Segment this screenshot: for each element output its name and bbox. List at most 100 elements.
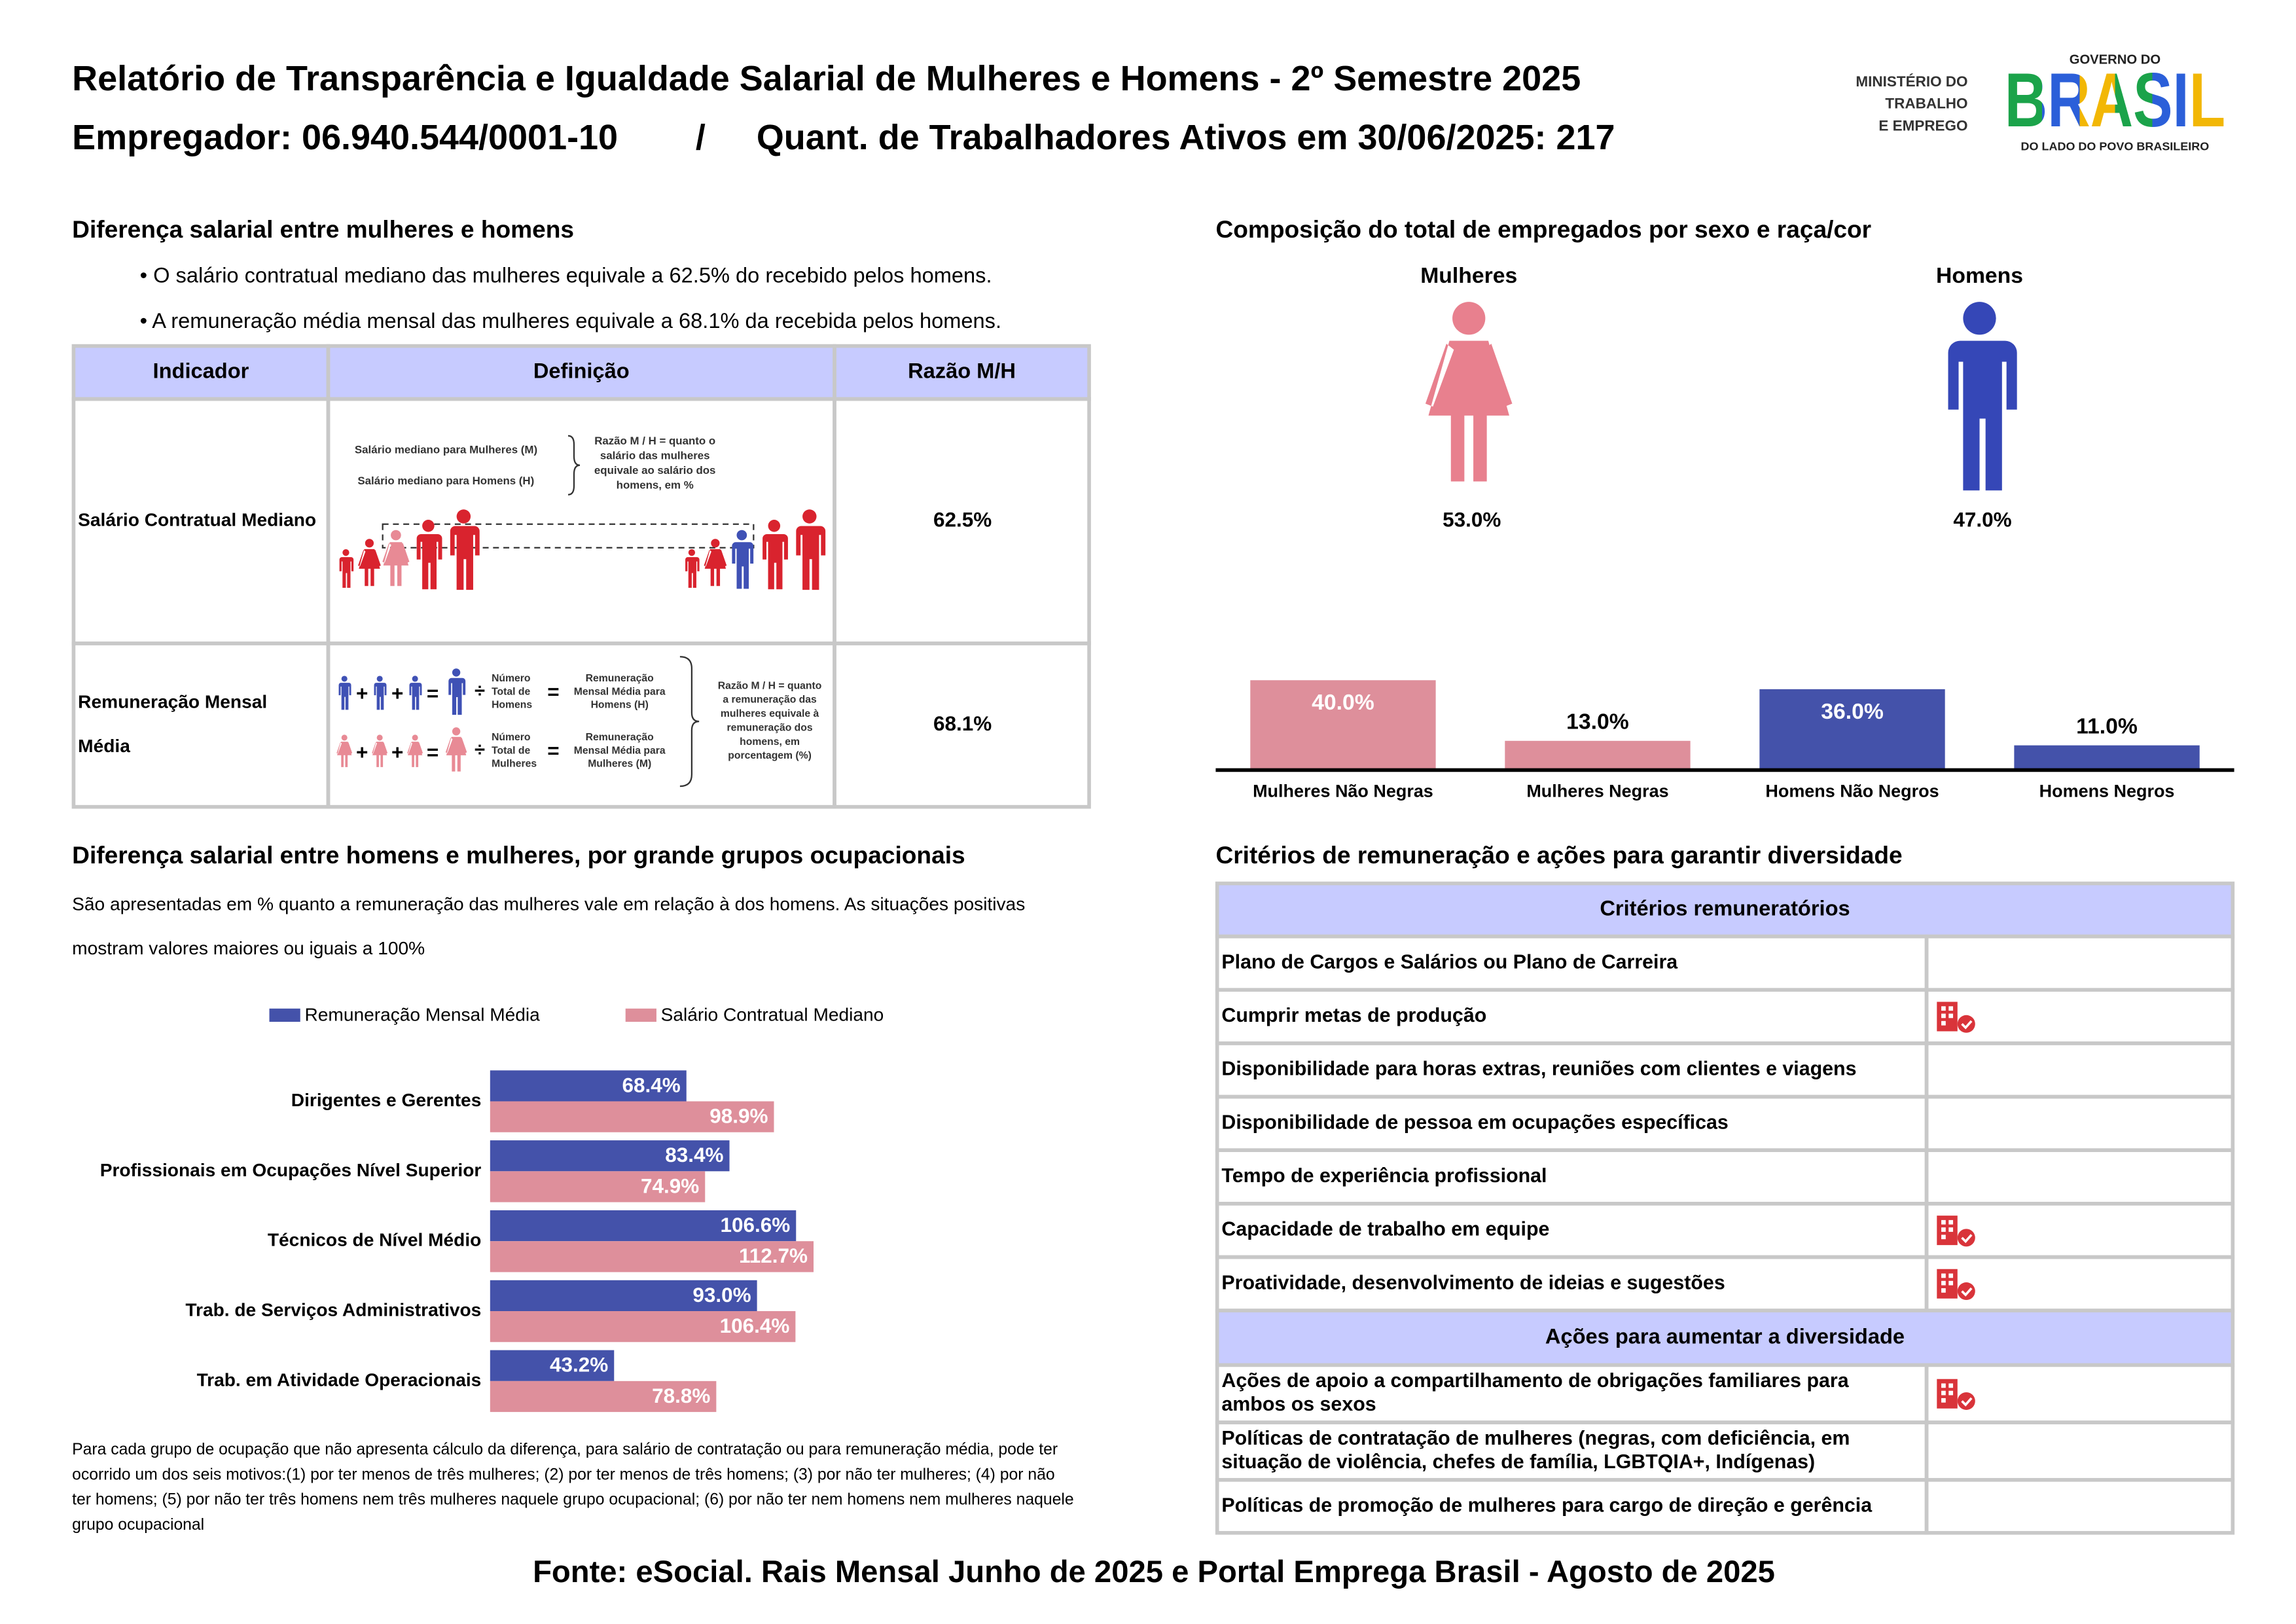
icon-window <box>1948 1383 1954 1388</box>
icon-window <box>1941 1235 1946 1240</box>
dashed-box <box>382 523 755 549</box>
gov-logo-top: GOVERNO DO <box>2070 53 2161 67</box>
table-header <box>1215 1308 2235 1367</box>
diagram-text: equivale ao salário dos <box>594 464 716 477</box>
ratio-value: 62.5% <box>933 509 992 532</box>
diagram-text: Mensal Média para <box>574 745 666 756</box>
bar <box>490 1140 730 1172</box>
criterion-label: Cumprir metas de produção <box>1221 1005 1486 1026</box>
diagram-text: Número <box>492 732 530 743</box>
check-icon <box>1957 1229 1975 1247</box>
legend-swatch <box>269 1008 300 1022</box>
person-icon <box>409 676 422 710</box>
bar <box>1759 689 1945 770</box>
icon-window <box>1948 1013 1954 1019</box>
indicator-label: Remuneração Mensal <box>78 691 267 712</box>
bar <box>1505 740 1691 770</box>
diagram-text: Total de <box>492 745 530 756</box>
icon-window <box>1941 1013 1946 1019</box>
diagram-text: Mulheres (M) <box>588 759 651 770</box>
criterion-label: Ações de apoio a compartilhamento de obr… <box>1221 1370 1849 1392</box>
check-icon <box>1937 1269 1958 1299</box>
ratio-value: 68.1% <box>933 712 992 735</box>
criterion-label: Disponibilidade de pessoa em ocupações e… <box>1221 1111 1728 1133</box>
operator: ÷ <box>475 681 485 702</box>
person-icon <box>416 520 442 590</box>
table-cell <box>1924 1363 2235 1424</box>
diagram-text: Total de <box>492 686 530 697</box>
table-cell <box>1924 1477 2235 1535</box>
icon-window <box>1948 1390 1954 1396</box>
diagram-text: Número <box>492 673 530 684</box>
check-icon <box>1957 1282 1975 1301</box>
person-icon <box>372 734 388 767</box>
report-title: Relatório de Transparência e Igualdade S… <box>72 59 1581 98</box>
operator: = <box>547 681 559 704</box>
table-cell <box>71 641 331 809</box>
table-cell <box>1924 1094 2235 1152</box>
criterion-label: Plano de Cargos e Salários ou Plano de C… <box>1221 951 1678 973</box>
x-tick-label: Mulheres Não Negras <box>1253 781 1433 801</box>
indicator-label: Média <box>78 736 130 756</box>
diagram-text: a remuneração das <box>723 695 817 706</box>
bullet: • O salário contratual mediano das mulhe… <box>140 262 992 287</box>
bullet: • A remuneração média mensal das mulhere… <box>140 308 1001 333</box>
icon-window <box>1948 1006 1954 1011</box>
diagram-text: porcentagem (%) <box>728 750 812 761</box>
criterion-label: Disponibilidade para horas extras, reuni… <box>1221 1058 1856 1080</box>
check-icon <box>1957 1015 1975 1033</box>
diagram-text: mulheres equivale à <box>721 708 819 719</box>
data-label: 93.0% <box>692 1284 751 1307</box>
y-tick-label: Técnicos de Nível Médio <box>268 1230 481 1250</box>
section-title: Diferença salarial entre mulheres e home… <box>72 215 574 243</box>
data-label: 98.9% <box>709 1105 768 1128</box>
data-label: 106.6% <box>721 1214 791 1236</box>
diagram-text: Remuneração <box>586 732 654 743</box>
diagram-text: Homens (H) <box>591 700 649 711</box>
data-label: 40.0% <box>1312 690 1374 715</box>
person-icon <box>704 539 727 586</box>
table-cell <box>833 641 1091 809</box>
table-header-bg <box>73 346 1090 399</box>
icon-window <box>1941 1280 1946 1286</box>
bar <box>490 1311 796 1343</box>
icon-window <box>1941 1227 1946 1232</box>
icon-window <box>1948 1280 1954 1286</box>
criterion-label: Capacidade de trabalho em equipe <box>1221 1219 1549 1240</box>
icon-window <box>1948 1273 1954 1278</box>
check-icon <box>1937 1216 1958 1246</box>
legend-label: Remuneração Mensal Média <box>304 1004 540 1024</box>
icon-window <box>1948 1227 1954 1232</box>
table-header: Indicador <box>153 359 249 383</box>
criterion-label: ambos os sexos <box>1221 1394 1376 1415</box>
bracket <box>567 435 581 496</box>
data-label: 74.9% <box>641 1174 699 1197</box>
operator: + <box>391 682 403 705</box>
table-cell <box>1924 1202 2235 1259</box>
person-icon <box>685 549 700 588</box>
diagram-text: Mensal Média para <box>574 686 666 697</box>
check-mark <box>1961 1020 1973 1030</box>
criterion-label: Tempo de experiência profissional <box>1221 1165 1547 1187</box>
check-icon <box>1957 1392 1975 1410</box>
bar <box>490 1171 706 1202</box>
diagram-text: Remuneração <box>586 673 654 684</box>
ministry-logo: E EMPREGO <box>1878 117 1967 134</box>
section-title: Diferença salarial entre homens e mulher… <box>72 841 965 869</box>
section-title: Critérios de remuneração e ações para ga… <box>1215 841 1902 869</box>
person-icon <box>445 727 467 772</box>
person-icon <box>796 509 826 590</box>
diagram-text: Mulheres <box>492 759 537 770</box>
bar <box>490 1210 797 1242</box>
diagram-text: Salário mediano para Homens (H) <box>357 475 534 487</box>
diagram-text: salário das mulheres <box>600 450 710 462</box>
table-cell <box>1924 1420 2235 1482</box>
table-header: Ações para aumentar a diversidade <box>1545 1324 1905 1348</box>
operator: = <box>547 740 559 763</box>
footnote: ocorrido um dos seis motivos:(1) por ter… <box>72 1466 1054 1483</box>
workers-count: Quant. de Trabalhadores Ativos em 30/06/… <box>757 118 1615 157</box>
person-icon <box>374 676 387 710</box>
section-title: Composição do total de empregados por se… <box>1215 215 1871 243</box>
table-cell <box>1924 1148 2235 1206</box>
table-header: Razão M/H <box>908 359 1016 383</box>
